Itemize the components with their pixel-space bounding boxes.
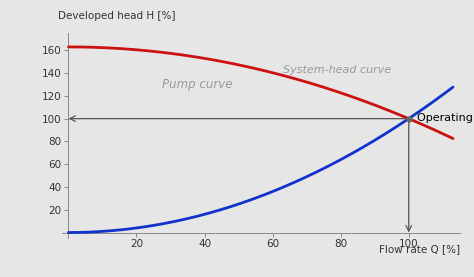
Text: System-head curve: System-head curve <box>283 65 392 75</box>
Text: Flow rate Q [%]: Flow rate Q [%] <box>379 244 460 254</box>
Text: Pump curve: Pump curve <box>163 78 233 91</box>
Text: Operating point: Operating point <box>417 112 474 122</box>
Text: Developed head H [%]: Developed head H [%] <box>58 11 175 21</box>
